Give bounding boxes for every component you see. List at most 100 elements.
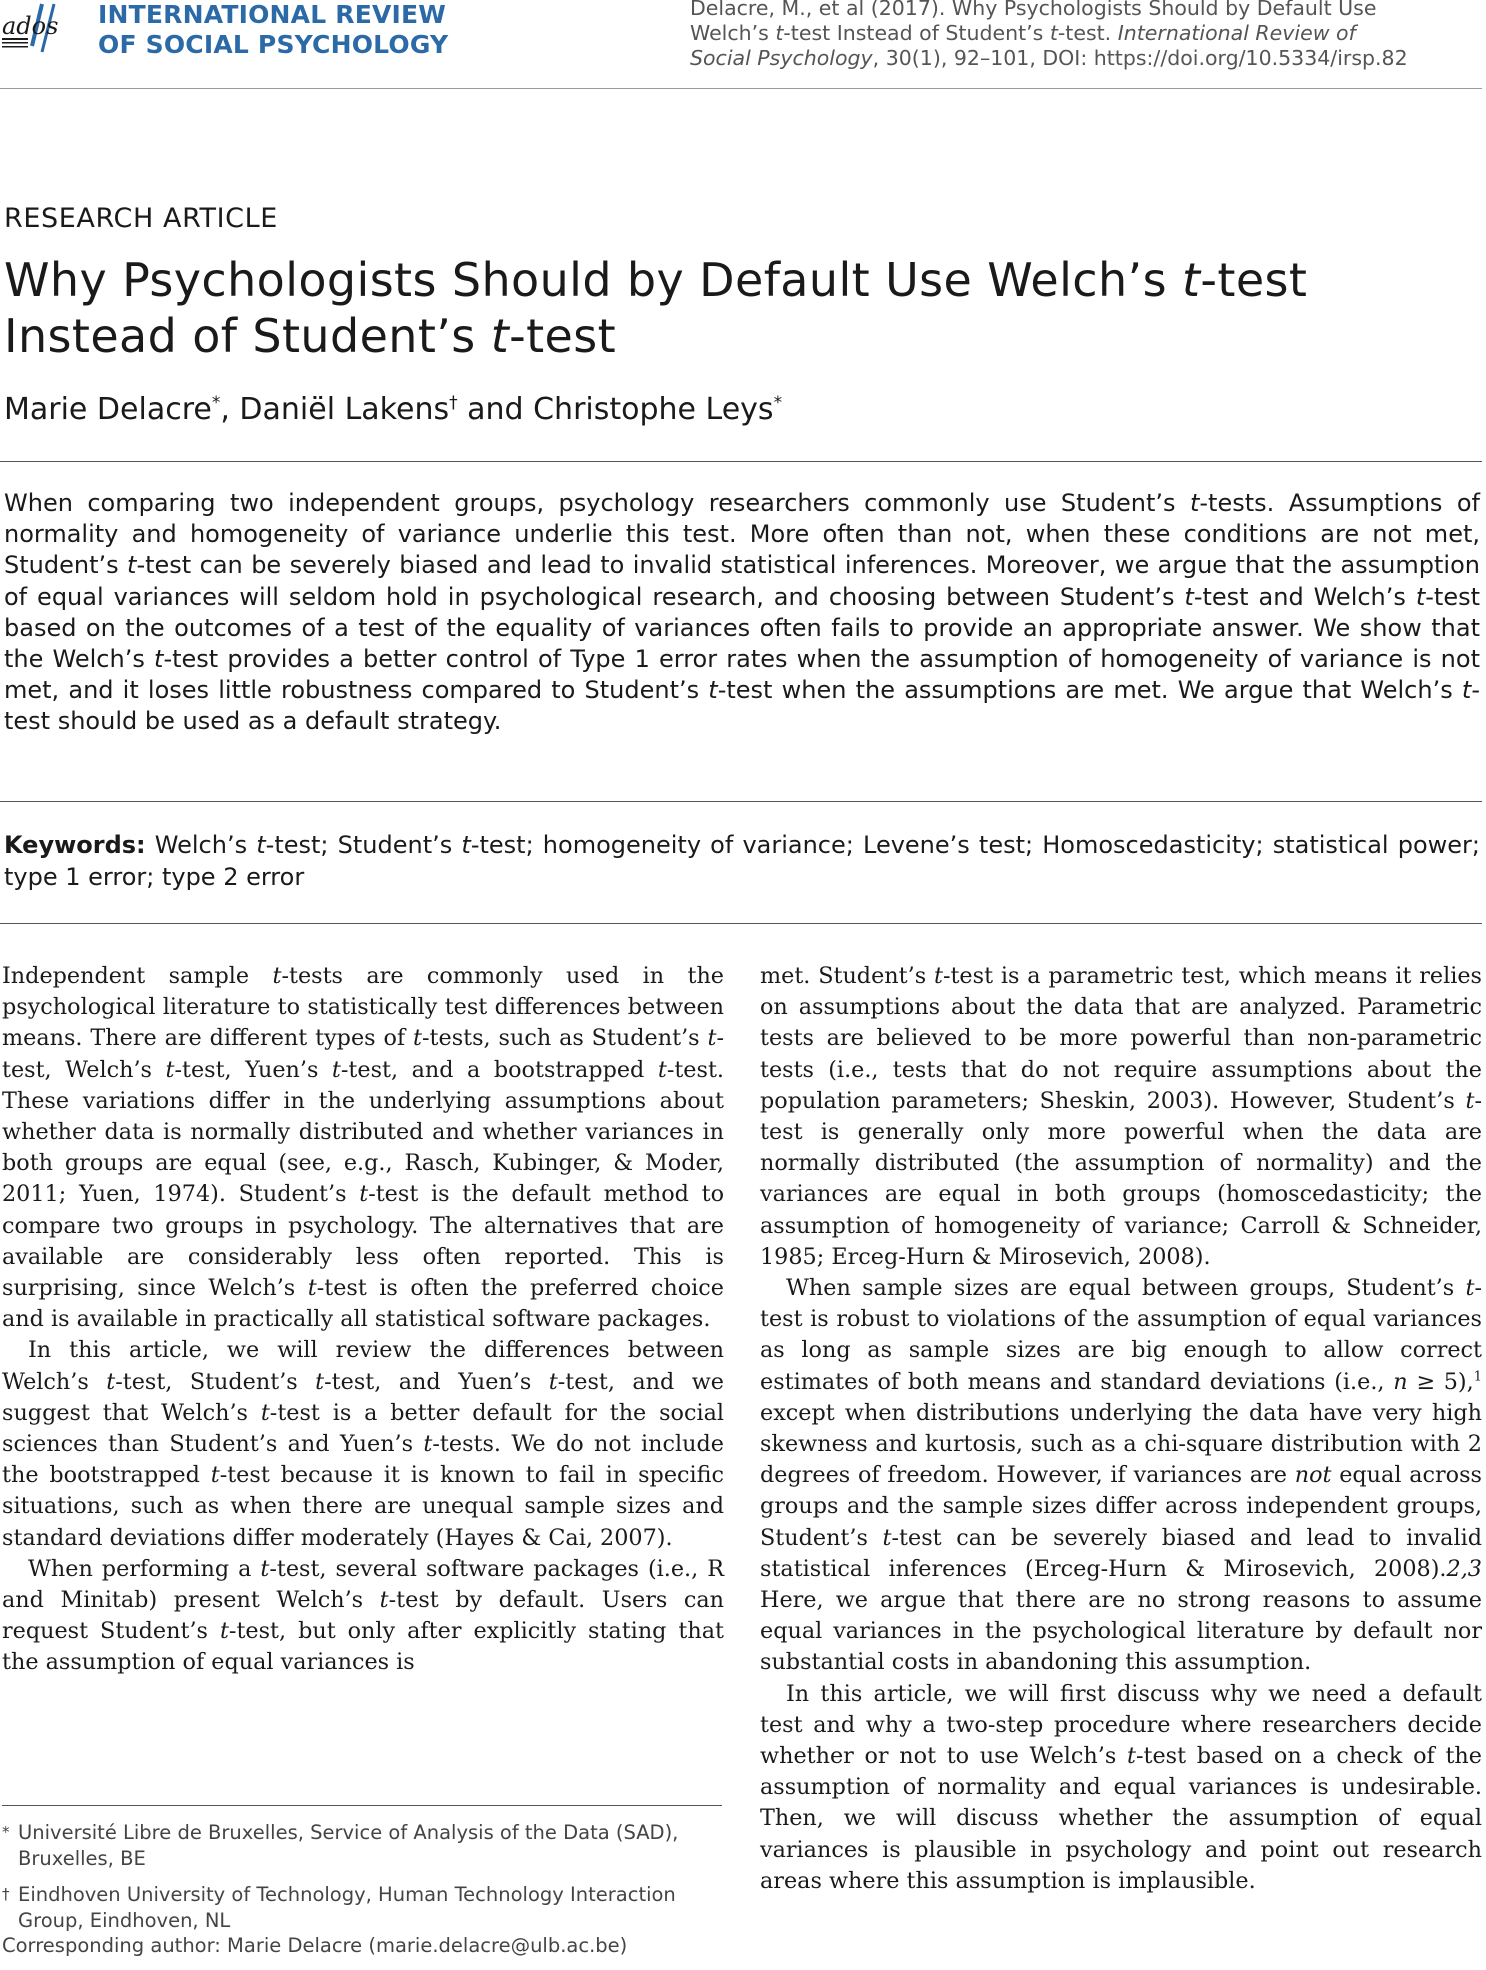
paragraph: When performing a t-test, several softwa… <box>2 1554 724 1679</box>
text-run: When sample sizes are equal between grou… <box>786 1275 1466 1302</box>
footnotes: * Université Libre de Bruxelles, Service … <box>2 1820 724 1959</box>
citation-italic: t <box>775 21 784 45</box>
affiliation-mark: * <box>773 393 783 413</box>
italic-term: not <box>1294 1462 1332 1489</box>
journal-name-line-1: INTERNATIONAL REVIEW <box>98 0 447 29</box>
italic-term: t <box>933 963 943 989</box>
footnote-text: Eindhoven University of Technology, Huma… <box>18 1883 676 1932</box>
title-italic: t <box>1181 253 1201 307</box>
citation-doi: , 30(1), 92–101, DOI: https://doi.org/10… <box>872 46 1408 70</box>
author-name: Christophe Leys <box>533 392 774 427</box>
italic-term: t <box>707 1025 717 1052</box>
author-list: Marie Delacre*, Daniël Lakens† and Chris… <box>4 392 782 427</box>
italic-term: t <box>882 1524 892 1551</box>
italic-term: t <box>461 831 471 859</box>
italic-term: t <box>423 1431 433 1458</box>
keywords: Keywords: Welch’s t-test; Student’s t-te… <box>4 830 1480 893</box>
article-title: Why Psychologists Should by Default Use … <box>4 252 1474 364</box>
keywords-text: Welch’s t-test; Student’s t-test; homoge… <box>4 831 1480 891</box>
italic-term: t <box>127 551 137 580</box>
journal-name-line-2: OF SOCIAL PSYCHOLOGY <box>98 30 449 59</box>
italic-term: t <box>256 831 266 859</box>
paragraph: met. Student’s t-test is a parametric te… <box>760 961 1482 1273</box>
citation-line-1: Delacre, M., et al (2017). Why Psycholog… <box>690 0 1377 20</box>
footnote: † Eindhoven University of Technology, Hum… <box>2 1882 724 1933</box>
corresponding-author: Corresponding author: Marie Delacre (mar… <box>2 1934 628 1957</box>
text-run: -test and Welch’s <box>1193 582 1416 611</box>
citation-journal-italic: International Review of <box>1117 21 1356 45</box>
logo-text: ados <box>2 12 58 40</box>
text-run: -tests. We do not include the bootstrapp… <box>2 1431 724 1489</box>
text-run: -test should be used as a default strate… <box>4 676 1480 736</box>
italic-term: t <box>379 1587 389 1614</box>
italic-term: t <box>219 1618 229 1645</box>
text-run: -test, Welch’s <box>2 1025 725 1083</box>
divider <box>0 461 1482 462</box>
text-run: When performing a <box>28 1555 261 1582</box>
text-run: -test because it is known to fail in spe… <box>2 1462 724 1551</box>
text-run: In this article, we will review the diff… <box>2 1337 724 1395</box>
italic-term: t <box>210 1462 220 1489</box>
italic-term: t <box>1461 676 1472 705</box>
text-run: -test, but only after explic­itly statin… <box>2 1618 724 1676</box>
italic-term: t <box>708 676 718 705</box>
text-run: -test; homogeneity of variance; Levene’s… <box>4 831 1480 891</box>
author-separator: and <box>457 392 534 427</box>
article-type: RESEARCH ARTICLE <box>4 203 278 234</box>
affiliation-mark: † <box>449 393 458 413</box>
paragraph: In this article, we will first discuss w… <box>760 1679 1482 1897</box>
title-text: -test <box>509 309 617 363</box>
text-run: met. Student’s <box>760 963 934 989</box>
endnote-ref: 1 <box>1473 1369 1482 1385</box>
body-column-right: met. Student’s t-test is a parametric te… <box>760 961 1482 1897</box>
abstract: When comparing two independent groups, p… <box>4 488 1480 738</box>
affiliation-mark: * <box>211 393 221 413</box>
italic-term: t <box>413 1025 423 1052</box>
text-run: Welch’s <box>145 831 257 859</box>
title-text: Why Psychologists Should by Default Use … <box>4 253 1182 307</box>
footnote-text: Université Libre de Bruxelles, Service o… <box>18 1821 679 1870</box>
citation-line-3: Social Psychology, 30(1), 92–101, DOI: h… <box>690 46 1476 71</box>
text-run: except when distributions underlying the… <box>760 1399 1482 1489</box>
text-run: Independent sample <box>2 963 273 989</box>
text-run: -test. These variations differ in the un… <box>2 1056 724 1208</box>
italic-term: t <box>1415 582 1426 611</box>
title-italic: t <box>490 309 510 363</box>
journal-logo: ados <box>2 3 58 53</box>
text-run: -tests. Assumptions of normality and hom… <box>4 489 1480 580</box>
text-run: -test by default. Users can request Stud… <box>2 1587 724 1645</box>
italic-term: t <box>1465 1087 1475 1114</box>
text-run: -test, Yuen’s <box>174 1056 332 1083</box>
italic-term: t <box>331 1056 341 1083</box>
title-text: -test <box>1200 253 1308 307</box>
italic-term: t <box>165 1056 175 1083</box>
text-run: ≥ 5), <box>1407 1368 1474 1395</box>
text-run: -test, and a boot­strapped <box>340 1056 658 1083</box>
divider <box>0 923 1482 924</box>
citation-italic: t <box>1049 21 1058 45</box>
citation-text: -test Instead of Student’s <box>783 21 1050 45</box>
italic-term: t <box>359 1181 369 1208</box>
text-run: -test is a better default for the social… <box>2 1399 724 1458</box>
paragraph: Independent sample t-tests are commonly … <box>2 961 724 1335</box>
italic-term: t <box>1184 582 1194 611</box>
italic-term: t <box>260 1555 270 1582</box>
text-run: -test based on a check of the assumption… <box>760 1743 1482 1894</box>
citation-text: -test. <box>1057 21 1118 45</box>
body-column-left: Independent sample t-tests are commonly … <box>2 961 724 1679</box>
italic-term: t <box>154 645 164 674</box>
author-name: Daniël Lakens <box>239 392 450 427</box>
paragraph: In this article, we will review the diff… <box>2 1335 724 1553</box>
text-run: -test provides a better control of Type … <box>4 645 1480 705</box>
italic-term: t <box>548 1368 558 1395</box>
author-name: Marie Delacre <box>4 392 212 427</box>
italic-term: n <box>1393 1368 1408 1395</box>
footnote-mark: † <box>2 1885 10 1903</box>
text-run: -test, and we suggest that Welch’s <box>2 1368 724 1426</box>
divider <box>0 801 1482 802</box>
text-run: -tests, such as Student’s <box>422 1025 708 1052</box>
text-run: -test, Student’s <box>115 1368 316 1395</box>
text-run: -test based on the outcomes of a test of… <box>4 582 1481 674</box>
author-separator: , <box>220 392 240 427</box>
text-run: In this article, we will first discuss w… <box>760 1680 1482 1770</box>
